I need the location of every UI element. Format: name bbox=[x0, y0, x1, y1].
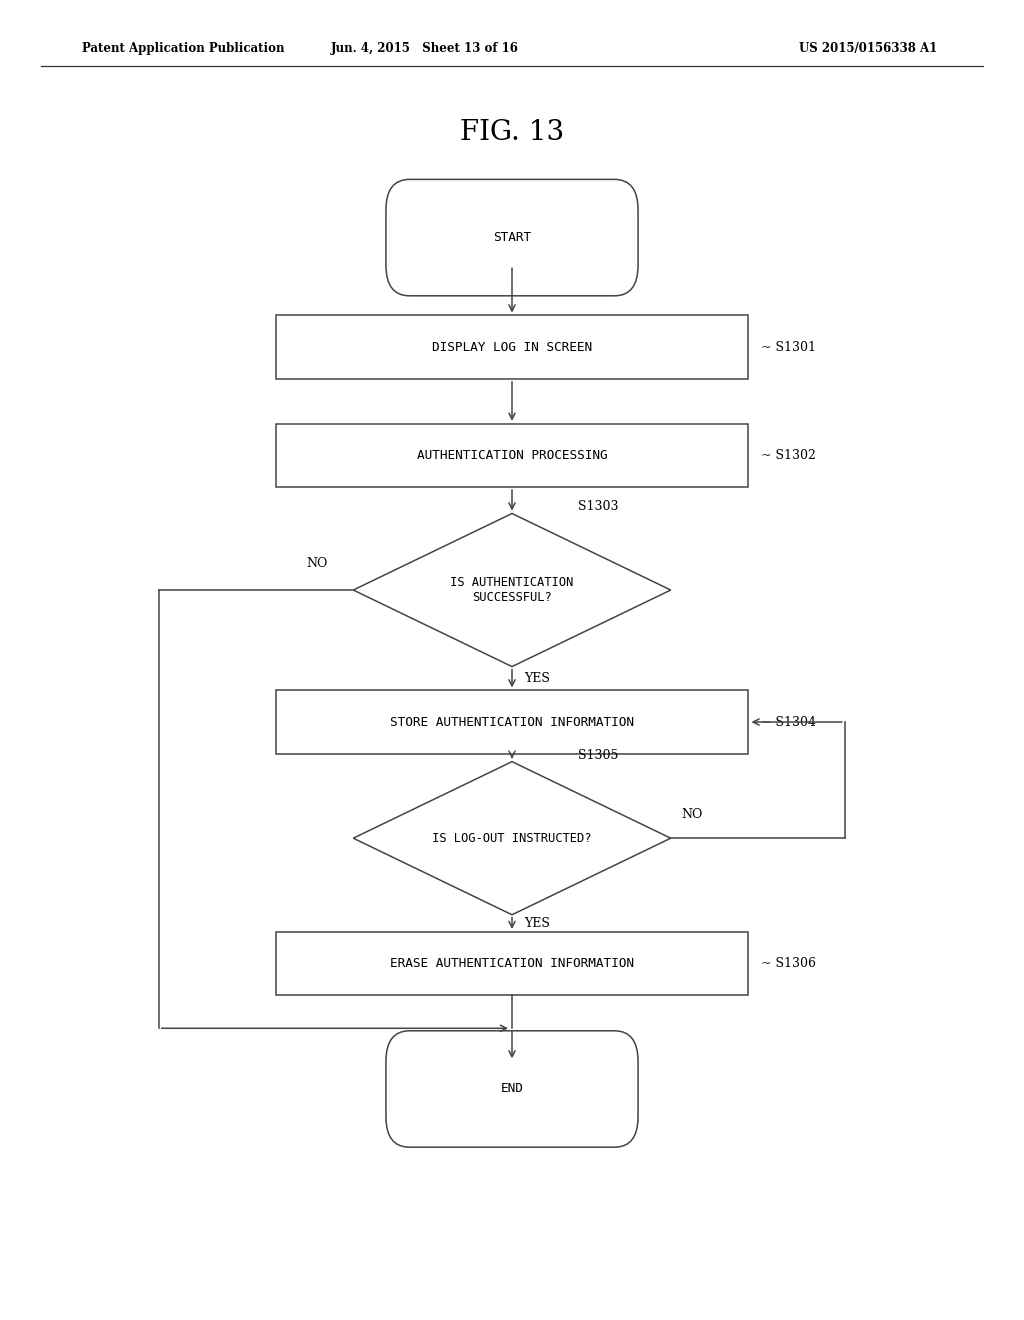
Text: FIG. 13: FIG. 13 bbox=[460, 119, 564, 145]
Bar bbox=[276, 690, 748, 754]
Bar bbox=[276, 315, 748, 379]
Text: ~ S1304: ~ S1304 bbox=[761, 715, 816, 729]
Text: END: END bbox=[501, 1082, 523, 1096]
Text: ERASE AUTHENTICATION INFORMATION: ERASE AUTHENTICATION INFORMATION bbox=[390, 957, 634, 970]
Text: US 2015/0156338 A1: US 2015/0156338 A1 bbox=[799, 42, 937, 55]
Text: ~ S1302: ~ S1302 bbox=[761, 449, 816, 462]
Text: YES: YES bbox=[524, 917, 550, 929]
Text: AUTHENTICATION PROCESSING: AUTHENTICATION PROCESSING bbox=[417, 449, 607, 462]
Polygon shape bbox=[353, 762, 671, 915]
Text: NO: NO bbox=[306, 557, 328, 570]
Text: START: START bbox=[493, 231, 531, 244]
Text: Jun. 4, 2015   Sheet 13 of 16: Jun. 4, 2015 Sheet 13 of 16 bbox=[331, 42, 519, 55]
Text: ~ S1306: ~ S1306 bbox=[761, 957, 816, 970]
Bar bbox=[276, 932, 748, 995]
FancyBboxPatch shape bbox=[386, 180, 638, 296]
Text: S1305: S1305 bbox=[578, 748, 618, 762]
Text: YES: YES bbox=[524, 672, 550, 685]
Text: IS LOG-OUT INSTRUCTED?: IS LOG-OUT INSTRUCTED? bbox=[432, 832, 592, 845]
Polygon shape bbox=[353, 513, 671, 667]
Text: STORE AUTHENTICATION INFORMATION: STORE AUTHENTICATION INFORMATION bbox=[390, 715, 634, 729]
Text: Patent Application Publication: Patent Application Publication bbox=[82, 42, 285, 55]
Text: S1303: S1303 bbox=[578, 500, 618, 513]
Text: DISPLAY LOG IN SCREEN: DISPLAY LOG IN SCREEN bbox=[432, 341, 592, 354]
Text: IS AUTHENTICATION
SUCCESSFUL?: IS AUTHENTICATION SUCCESSFUL? bbox=[451, 576, 573, 605]
FancyBboxPatch shape bbox=[386, 1031, 638, 1147]
Bar bbox=[276, 424, 748, 487]
Text: ~ S1301: ~ S1301 bbox=[761, 341, 816, 354]
Text: NO: NO bbox=[681, 808, 702, 821]
